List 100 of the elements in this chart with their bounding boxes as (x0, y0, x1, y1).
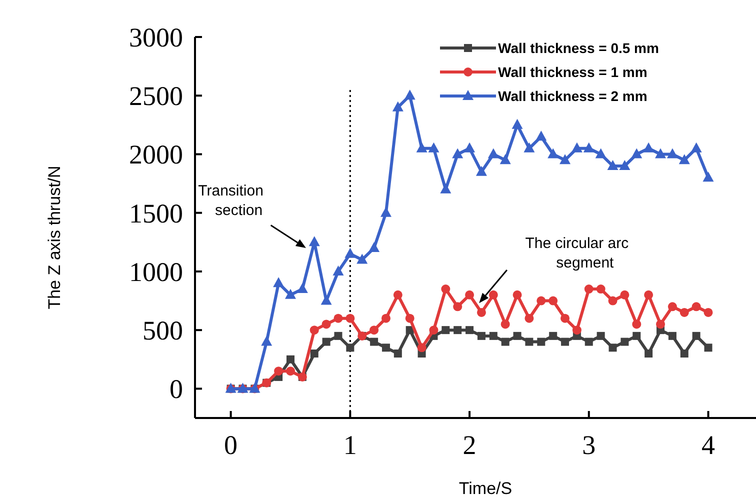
y-tick-label: 3000 (129, 22, 183, 52)
point (274, 366, 284, 376)
point (584, 284, 594, 294)
y-axis-title: The Z axis thrust/N (45, 166, 64, 310)
point (441, 284, 450, 294)
point (619, 160, 630, 170)
point (476, 308, 486, 317)
point (608, 296, 618, 306)
point (273, 277, 284, 288)
point (620, 290, 630, 300)
y-tick-label: 1500 (129, 198, 183, 228)
point (453, 302, 462, 312)
point (500, 320, 510, 329)
point (296, 283, 308, 294)
point (346, 344, 354, 352)
y-tick-label: 500 (142, 316, 183, 346)
point (334, 332, 342, 340)
point (607, 160, 618, 170)
x-tick-label: 2 (462, 430, 476, 460)
point (286, 355, 294, 364)
point (466, 326, 474, 334)
point (477, 332, 486, 340)
point (524, 314, 534, 323)
point (704, 344, 712, 352)
point (489, 332, 498, 340)
point (704, 308, 713, 317)
point (310, 350, 318, 358)
point (488, 148, 499, 158)
y-tick-label: 2000 (129, 140, 183, 170)
point (631, 148, 642, 158)
point (572, 326, 582, 335)
legend-label: Wall thickness = 0.5 mm (498, 40, 659, 56)
point (668, 332, 676, 340)
point (356, 254, 368, 264)
y-tick-label: 0 (170, 374, 183, 404)
point (416, 142, 428, 152)
point (692, 332, 700, 340)
point (524, 142, 535, 152)
x-tick-label: 3 (582, 430, 596, 460)
point (334, 314, 343, 323)
point (596, 284, 606, 294)
x-axis-title: Time/S (458, 479, 512, 498)
point (668, 302, 677, 312)
point (382, 344, 390, 352)
point (620, 338, 629, 346)
point (656, 320, 666, 329)
point (692, 302, 701, 312)
point (690, 142, 702, 152)
point (320, 294, 332, 305)
point (370, 338, 378, 346)
point (632, 332, 641, 340)
point (644, 290, 654, 300)
point (392, 101, 404, 112)
point (632, 320, 642, 329)
point (702, 172, 714, 182)
point (548, 296, 558, 306)
point (417, 343, 426, 352)
point (678, 154, 690, 164)
y-tick-label: 2500 (129, 81, 183, 112)
point (381, 314, 390, 323)
point (596, 332, 605, 340)
x-tick-label: 4 (702, 430, 716, 460)
point (595, 148, 606, 158)
point (344, 248, 356, 258)
point (464, 142, 476, 152)
annotation: The circular arc segment (525, 235, 630, 272)
point (536, 130, 547, 141)
point (584, 338, 593, 346)
point (666, 148, 678, 158)
legend-label: Wall thickness = 2 mm (498, 88, 648, 104)
point (536, 296, 546, 306)
point (513, 332, 522, 340)
point (525, 338, 534, 346)
point (310, 326, 319, 335)
point (284, 288, 296, 299)
point (488, 290, 498, 300)
point (428, 142, 440, 152)
point (405, 314, 414, 323)
annotation: Transition section (198, 182, 264, 219)
point (501, 338, 510, 346)
point (332, 265, 344, 276)
point (440, 183, 452, 194)
point (643, 142, 654, 152)
point (571, 142, 582, 152)
point (454, 326, 462, 334)
point (644, 350, 653, 358)
point (680, 308, 689, 317)
point (370, 326, 379, 335)
point (655, 148, 666, 158)
point (286, 366, 295, 376)
point (608, 344, 617, 352)
point (512, 290, 522, 300)
point (404, 90, 416, 100)
point (680, 350, 688, 358)
point (465, 290, 474, 300)
x-tick-label: 0 (224, 430, 238, 460)
point (512, 118, 523, 129)
point (442, 326, 450, 334)
point (394, 350, 402, 358)
legend-label: Wall thickness = 1 mm (498, 64, 648, 80)
